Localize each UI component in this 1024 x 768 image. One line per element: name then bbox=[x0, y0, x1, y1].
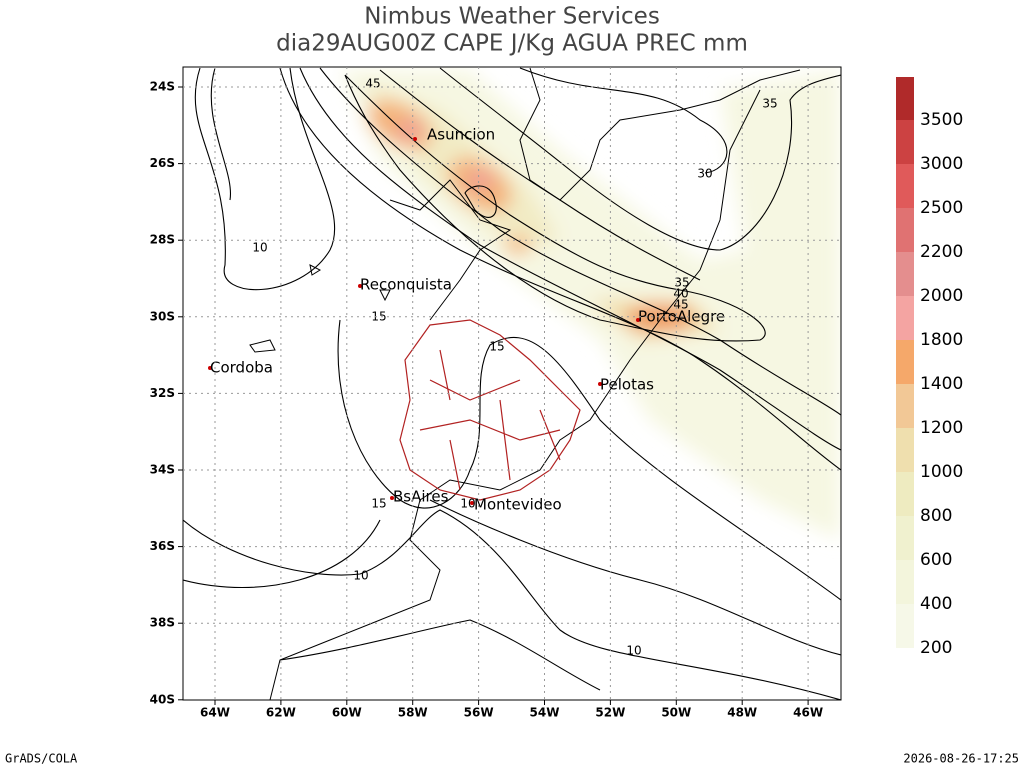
contour-label: 15 bbox=[371, 497, 386, 511]
footer-left: GrADS/COLA bbox=[5, 752, 78, 766]
colorbar-box bbox=[896, 208, 914, 252]
colorbar-box bbox=[896, 120, 914, 164]
colorbar-box bbox=[896, 164, 914, 208]
colorbar-box bbox=[896, 252, 914, 296]
colorbar-box bbox=[896, 77, 914, 120]
colorbar-label: 2000 bbox=[920, 286, 963, 306]
colorbar-box bbox=[896, 296, 914, 340]
contour-label: 30 bbox=[697, 167, 712, 181]
lon-label: 48W bbox=[727, 706, 757, 720]
city-dot bbox=[636, 318, 640, 322]
city-label: Reconquista bbox=[360, 276, 452, 294]
city-label: BsAires bbox=[393, 488, 449, 506]
colorbar-box bbox=[896, 560, 914, 604]
lat-label: 32S bbox=[150, 386, 175, 400]
footer-right: 2026-08-26-17:25 bbox=[903, 752, 1019, 766]
lon-label: 60W bbox=[332, 706, 362, 720]
lon-label: 56W bbox=[464, 706, 494, 720]
colorbar-box bbox=[896, 472, 914, 516]
map-frame bbox=[182, 66, 842, 701]
contour-label: 35 bbox=[674, 276, 689, 290]
subtitle: dia29AUG00Z CAPE J/Kg AGUA PREC mm bbox=[276, 31, 748, 57]
coastline bbox=[249, 67, 801, 700]
colorbar-label: 2200 bbox=[920, 242, 963, 262]
colorbar-label: 1800 bbox=[920, 330, 963, 350]
contour-label: 10 bbox=[252, 241, 267, 255]
city-label: Cordoba bbox=[210, 359, 273, 377]
city-label: Asuncion bbox=[427, 126, 495, 144]
lat-label: 38S bbox=[150, 616, 175, 630]
contour-label: 10 bbox=[626, 644, 641, 658]
title: Nimbus Weather Services bbox=[364, 4, 660, 30]
contour-label: 45 bbox=[365, 77, 380, 91]
lon-label: 54W bbox=[530, 706, 560, 720]
contour-label: 15 bbox=[489, 340, 504, 354]
colorbar-label: 3500 bbox=[920, 110, 963, 130]
city-dot bbox=[390, 496, 394, 500]
contour-label: 15 bbox=[371, 310, 386, 324]
lat-label: 28S bbox=[150, 233, 175, 247]
lon-label: 64W bbox=[200, 706, 230, 720]
colorbar-box bbox=[896, 384, 914, 428]
contour-label: 10 bbox=[460, 497, 475, 511]
lat-label: 24S bbox=[150, 80, 175, 94]
lat-label: 34S bbox=[150, 463, 175, 477]
lat-label: 26S bbox=[150, 156, 175, 170]
colorbar-label: 400 bbox=[920, 594, 952, 614]
colorbar-label: 1000 bbox=[920, 462, 963, 482]
city-label: Pelotas bbox=[600, 376, 654, 394]
axes: 24S 26S 28S 30S 32S 34S 36S 38S 40S 64W 62W 60W 58W 5… bbox=[150, 67, 841, 720]
contour-label: 35 bbox=[762, 97, 777, 111]
lat-label: 36S bbox=[150, 539, 175, 553]
lon-label: 58W bbox=[398, 706, 428, 720]
lon-label: 50W bbox=[661, 706, 691, 720]
colorbar-box bbox=[896, 516, 914, 560]
colorbar-label: 2500 bbox=[920, 198, 963, 218]
lon-label: 46W bbox=[793, 706, 823, 720]
colorbar-label: 1200 bbox=[920, 418, 963, 438]
colorbar-box bbox=[896, 340, 914, 384]
colorbar-box bbox=[896, 428, 914, 472]
uruguay-borders bbox=[399, 319, 581, 501]
cape-shading bbox=[340, 70, 840, 540]
colorbar-label: 800 bbox=[920, 506, 952, 526]
city-label: Montevideo bbox=[474, 496, 562, 514]
contour-label: 45 bbox=[673, 298, 688, 312]
city-dot bbox=[598, 382, 602, 386]
city-dot bbox=[470, 501, 474, 505]
colorbar-label: 600 bbox=[920, 550, 952, 570]
contour-label: 40 bbox=[673, 287, 688, 301]
city-dot bbox=[413, 137, 417, 141]
map-area bbox=[183, 67, 841, 700]
city-dot bbox=[208, 366, 212, 370]
colorbar-label: 3000 bbox=[920, 154, 963, 174]
colorbar-label: 200 bbox=[920, 638, 952, 658]
contour-label: 10 bbox=[353, 569, 368, 583]
lon-label: 62W bbox=[266, 706, 296, 720]
lon-label: 52W bbox=[595, 706, 625, 720]
city-dot bbox=[358, 284, 362, 288]
lat-label: 40S bbox=[150, 692, 175, 706]
colorbar-label: 1400 bbox=[920, 374, 963, 394]
colorbar: 200 400 600 800 1000 1200 1400 1800 2000 2200 2500… bbox=[896, 77, 963, 658]
lat-label: 30S bbox=[150, 309, 175, 323]
colorbar-box bbox=[896, 604, 914, 648]
